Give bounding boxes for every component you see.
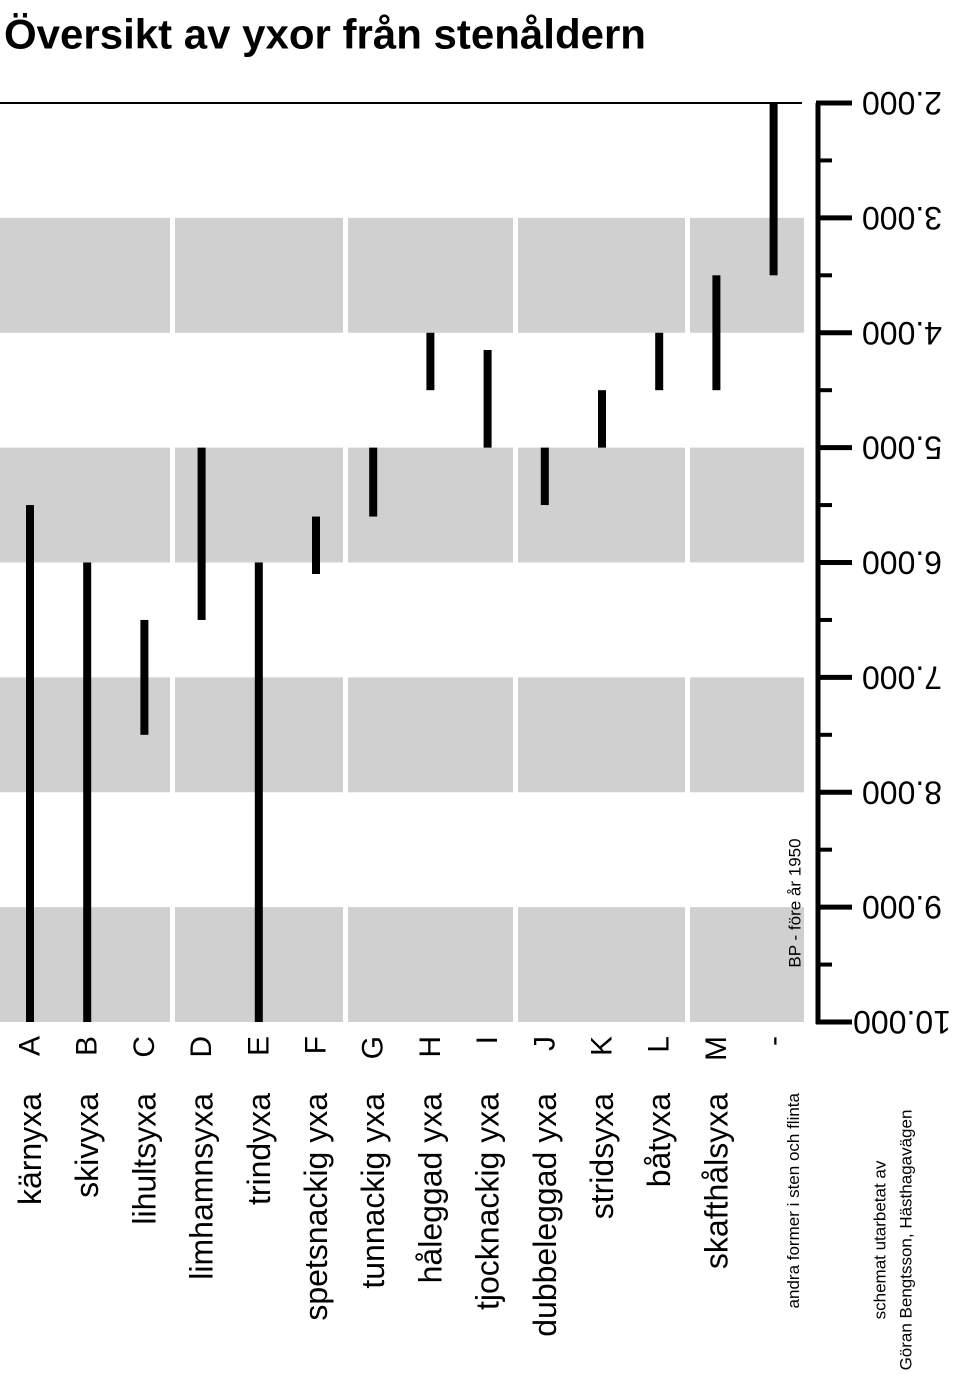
band <box>518 907 685 1022</box>
category-label: kärnyxa <box>12 1093 48 1205</box>
category-letter: A <box>14 1036 47 1056</box>
y-tick-label: 3.000 <box>862 200 942 236</box>
range-bar <box>598 390 606 448</box>
category-label: andra former i sten och flinta <box>784 1092 803 1308</box>
category-letter: L <box>643 1036 676 1053</box>
band <box>690 217 804 333</box>
band <box>690 447 804 563</box>
category-letter: C <box>128 1036 161 1058</box>
category-label: skafthålsyxa <box>698 1093 734 1269</box>
category-letter: F <box>300 1036 333 1054</box>
range-bar <box>26 505 34 1022</box>
range-bar <box>769 103 778 276</box>
band <box>175 217 343 333</box>
range-bar <box>655 332 664 391</box>
chart-title: Översikt av yxor från stenåldern <box>4 11 646 58</box>
category-letter: D <box>185 1036 218 1058</box>
credit: schemat utarbetat av <box>871 1160 890 1319</box>
band <box>518 677 685 793</box>
category-label: limhamnsyxa <box>184 1093 220 1280</box>
category-label: tjocknackig yxa <box>470 1093 506 1310</box>
range-bar <box>312 516 320 574</box>
range-bar <box>712 275 721 391</box>
range-bar <box>483 349 492 448</box>
band <box>518 217 685 333</box>
band <box>348 217 513 333</box>
y-tick-label: 5.000 <box>862 430 942 466</box>
category-label: skivyxa <box>69 1093 105 1198</box>
background <box>0 217 804 1022</box>
category-letter: E <box>242 1036 275 1056</box>
range-bar <box>426 332 435 391</box>
y-tick-label: 2.000 <box>862 85 942 121</box>
y-tick-label: 8.000 <box>862 774 942 810</box>
y-tick-label: 10.000 <box>853 1004 951 1040</box>
axis-label: BP - före år 1950 <box>786 838 805 967</box>
range-bar <box>140 619 149 735</box>
category-letter: B <box>71 1036 104 1056</box>
range-bar <box>83 562 92 1022</box>
y-tick-label: 4.000 <box>862 315 942 351</box>
range-bar <box>197 447 206 620</box>
band <box>0 217 170 333</box>
category-label: dubbeleggad yxa <box>527 1093 563 1337</box>
category-label: tunnackig yxa <box>355 1093 391 1289</box>
range-bar <box>254 562 263 1022</box>
category-letter: I <box>471 1036 504 1044</box>
category-letter: G <box>357 1036 390 1059</box>
category-letter: K <box>586 1036 619 1056</box>
category-label: håleggad yxa <box>412 1093 448 1284</box>
band <box>348 907 513 1022</box>
credit: Göran Bengtsson, Hästhagavägen <box>897 1110 916 1371</box>
category-label: lihultsyxa <box>126 1093 162 1225</box>
y-tick-label: 6.000 <box>862 545 942 581</box>
band <box>690 907 804 1022</box>
band <box>690 677 804 793</box>
category-letter: H <box>414 1036 447 1058</box>
category-letter: M <box>700 1036 733 1061</box>
category-label: båtyxa <box>641 1093 677 1187</box>
band <box>0 447 170 563</box>
range-bar <box>369 447 378 517</box>
category-letter: J <box>528 1036 561 1051</box>
category-label: spetsnackig yxa <box>298 1093 334 1321</box>
band <box>348 677 513 793</box>
y-tick-label: 9.000 <box>862 889 942 925</box>
category-letter: - <box>757 1036 790 1046</box>
y-tick-label: 7.000 <box>862 659 942 695</box>
range-bar <box>540 447 549 506</box>
category-label: stridsyxa <box>584 1093 620 1219</box>
category-label: trindyxa <box>241 1093 277 1205</box>
